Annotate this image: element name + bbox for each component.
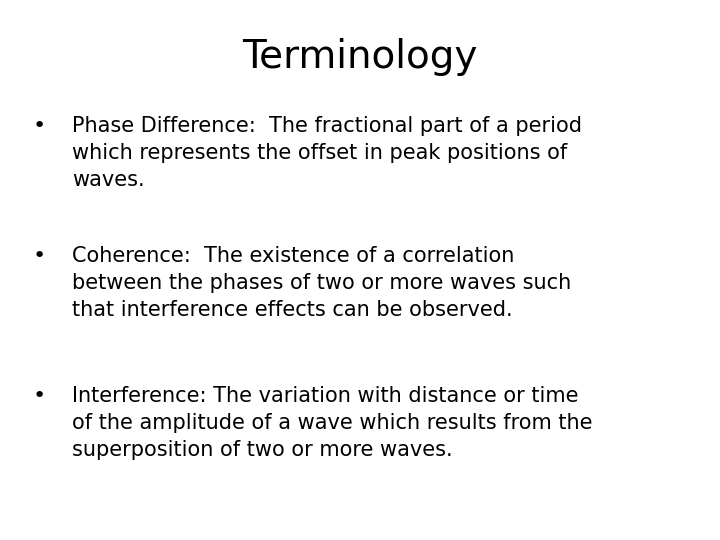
Text: Terminology: Terminology	[243, 38, 477, 76]
Text: Coherence:  The existence of a correlation
between the phases of two or more wav: Coherence: The existence of a correlatio…	[72, 246, 571, 320]
Text: •: •	[33, 246, 46, 266]
Text: Phase Difference:  The fractional part of a period
which represents the offset i: Phase Difference: The fractional part of…	[72, 116, 582, 191]
Text: Interference: The variation with distance or time
of the amplitude of a wave whi: Interference: The variation with distanc…	[72, 386, 593, 461]
Text: •: •	[33, 116, 46, 136]
Text: •: •	[33, 386, 46, 406]
